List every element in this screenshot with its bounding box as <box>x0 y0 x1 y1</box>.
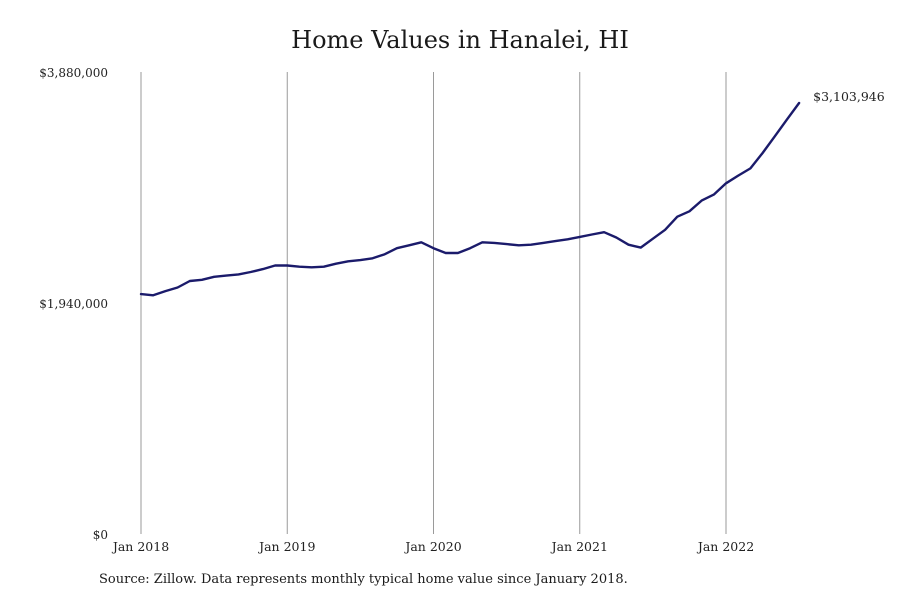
chart-title: Home Values in Hanalei, HI <box>291 26 629 54</box>
source-note: Source: Zillow. Data represents monthly … <box>99 572 628 587</box>
x-axis-ticks: Jan 2018 Jan 2019 Jan 2020 Jan 2021 Jan 2022 <box>111 539 754 554</box>
gridlines <box>140 72 727 534</box>
x-tick-label: Jan 2020 <box>403 539 461 554</box>
end-value-label: $3,103,946 <box>813 89 885 104</box>
y-tick-label: $1,940,000 <box>39 297 108 311</box>
x-tick-label: Jan 2018 <box>111 539 169 554</box>
x-tick-label: Jan 2022 <box>696 539 754 554</box>
x-tick-label: Jan 2021 <box>550 539 608 554</box>
y-axis-ticks: $0 $1,940,000 $3,880,000 <box>39 66 108 542</box>
series-line <box>139 101 801 297</box>
series-layer <box>139 101 801 297</box>
y-tick-label: $3,880,000 <box>39 66 108 80</box>
y-tick-label: $0 <box>93 528 108 542</box>
x-tick-label: Jan 2019 <box>257 539 315 554</box>
